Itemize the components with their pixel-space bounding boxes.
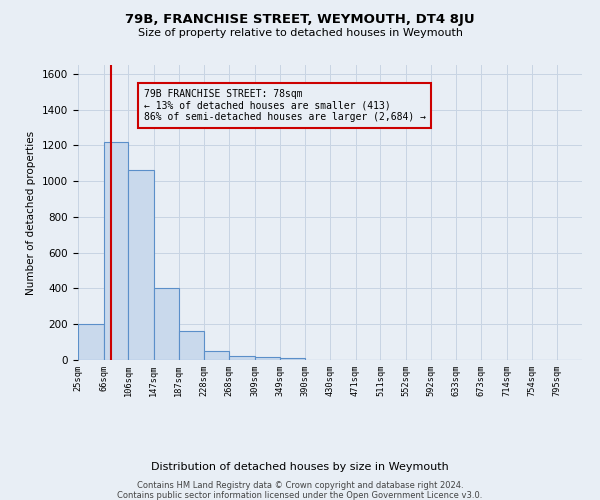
Text: Size of property relative to detached houses in Weymouth: Size of property relative to detached ho… (137, 28, 463, 38)
Text: 79B FRANCHISE STREET: 78sqm
← 13% of detached houses are smaller (413)
86% of se: 79B FRANCHISE STREET: 78sqm ← 13% of det… (143, 88, 425, 122)
Bar (154, 288, 179, 360)
Text: 79B, FRANCHISE STREET, WEYMOUTH, DT4 8JU: 79B, FRANCHISE STREET, WEYMOUTH, DT4 8JU (125, 12, 475, 26)
Text: Distribution of detached houses by size in Weymouth: Distribution of detached houses by size … (151, 462, 449, 472)
Bar (179, 332, 205, 360)
Bar (280, 358, 305, 360)
Bar (78, 324, 104, 360)
Bar (229, 356, 255, 360)
Bar (255, 358, 280, 360)
Y-axis label: Number of detached properties: Number of detached properties (26, 130, 37, 294)
Text: Contains HM Land Registry data © Crown copyright and database right 2024.: Contains HM Land Registry data © Crown c… (137, 481, 463, 490)
Text: Contains public sector information licensed under the Open Government Licence v3: Contains public sector information licen… (118, 491, 482, 500)
Bar (104, 142, 128, 360)
Bar (128, 170, 154, 360)
Bar (205, 351, 229, 360)
